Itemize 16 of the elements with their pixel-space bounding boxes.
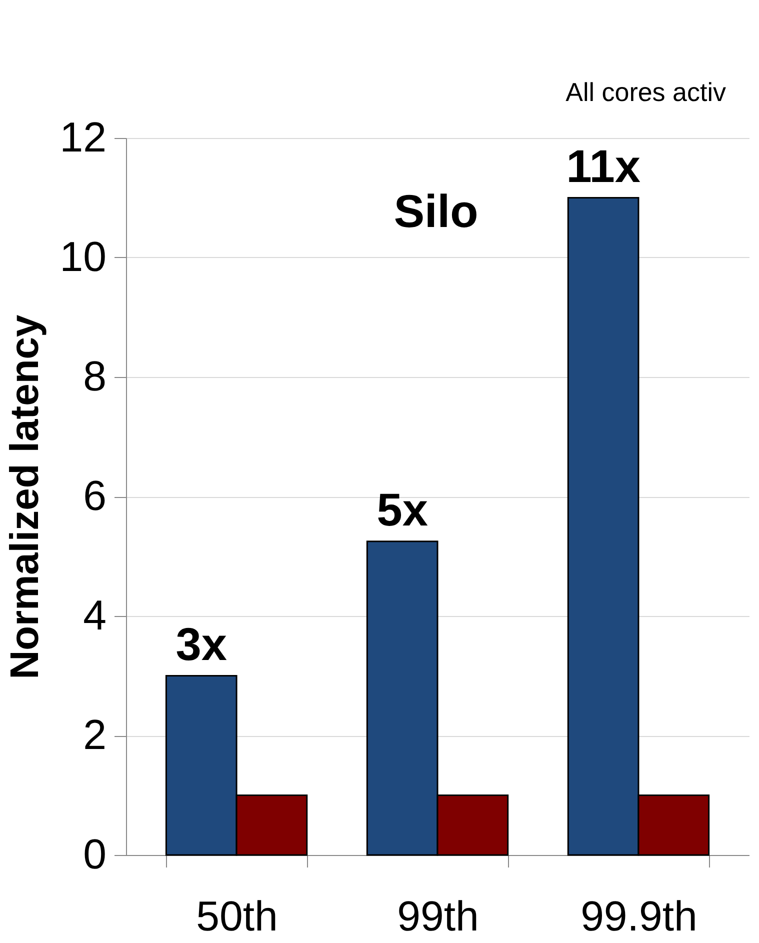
x-tick-label: 50th: [196, 892, 278, 940]
y-tick-label: 0: [83, 830, 106, 878]
annotation: Silo: [394, 185, 478, 237]
data-label: 3x: [176, 618, 228, 670]
text: All cores activ: [566, 77, 726, 107]
data-label: 5x: [376, 483, 428, 536]
y-tick-label: 2: [83, 711, 106, 758]
x-tick-label: 99.9th: [580, 892, 698, 940]
x-tick-label: 99th: [397, 892, 479, 940]
y-tick-label: 10: [60, 233, 106, 280]
y-tick-label: 8: [83, 352, 106, 400]
y-tick-label: 12: [60, 114, 106, 160]
data-label: 11x: [566, 140, 641, 192]
y-tick-label: 4: [83, 592, 106, 638]
y-tick-label: 6: [83, 472, 106, 519]
y-axis-title: Normalized latency: [2, 314, 47, 680]
